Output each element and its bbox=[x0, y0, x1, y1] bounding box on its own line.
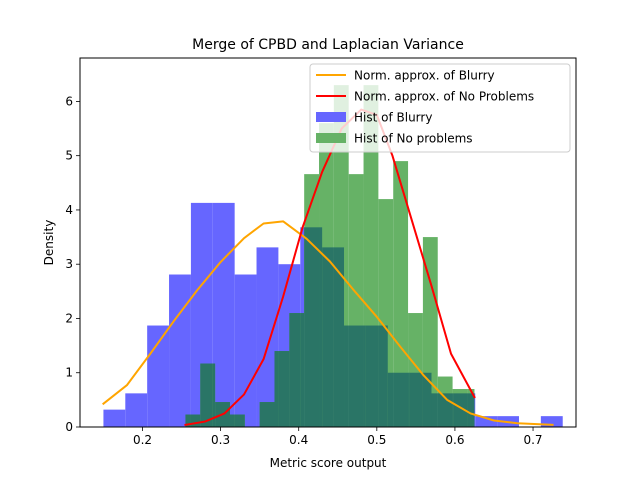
bar-overlap-30 bbox=[467, 393, 475, 427]
x-tick-label-5: 0.7 bbox=[523, 433, 542, 447]
bar-hist-of-blurry-20 bbox=[540, 416, 563, 427]
line-norm-approx-of-blurry bbox=[102, 220, 554, 426]
bar-overlap-1 bbox=[190, 414, 201, 427]
bar-hist-of-blurry-6 bbox=[234, 274, 257, 427]
x-tick-label-2: 0.4 bbox=[289, 433, 308, 447]
bar-overlap-10 bbox=[289, 313, 301, 427]
bar-overlap-18 bbox=[363, 325, 366, 427]
bar-overlap-29 bbox=[453, 393, 468, 427]
bar-overlap-6 bbox=[234, 414, 245, 427]
x-tick-label-0: 0.2 bbox=[133, 433, 152, 447]
legend-box bbox=[309, 63, 571, 153]
bar-overlap-25 bbox=[422, 372, 432, 427]
y-tick-label-4: 4 bbox=[65, 203, 73, 217]
bar-overlap-14 bbox=[322, 247, 334, 427]
bar-overlap-16 bbox=[344, 325, 349, 427]
bar-hist-of-blurry-3 bbox=[169, 274, 191, 427]
y-tick-label-3: 3 bbox=[65, 257, 73, 271]
legend-swatch-3 bbox=[316, 133, 346, 143]
bar-hist-of-blurry-5 bbox=[212, 202, 235, 427]
bars-overlap bbox=[185, 227, 475, 427]
axes-frame bbox=[79, 57, 577, 428]
bar-hist-of-blurry-0 bbox=[103, 409, 126, 427]
y-axis-ticks: 0 1 2 3 4 5 6 bbox=[65, 94, 80, 434]
y-tick-label-5: 5 bbox=[65, 149, 73, 163]
legend-label-1: Norm. approx. of No Problems bbox=[354, 90, 534, 104]
bar-overlap-11 bbox=[300, 313, 305, 427]
bar-overlap-21 bbox=[387, 372, 394, 427]
bar-overlap-22 bbox=[393, 372, 409, 427]
bar-overlap-9 bbox=[278, 351, 290, 427]
x-tick-label-1: 0.3 bbox=[211, 433, 230, 447]
legend-label-0: Norm. approx. of Blurry bbox=[354, 69, 495, 83]
bar-hist-of-blurry-7 bbox=[256, 247, 279, 427]
bar-hist-of-no-problems-14 bbox=[393, 161, 409, 427]
bar-overlap-2 bbox=[200, 363, 213, 427]
bar-overlap-28 bbox=[452, 393, 454, 427]
bar-hist-of-blurry-1 bbox=[125, 393, 148, 427]
bar-hist-of-blurry-2 bbox=[147, 325, 170, 427]
legend: Norm. approx. of Blurry Norm. approx. of … bbox=[309, 63, 571, 153]
bar-overlap-3 bbox=[212, 363, 216, 427]
bar-overlap-12 bbox=[304, 227, 320, 427]
bar-overlap-19 bbox=[365, 325, 379, 427]
bar-overlap-8 bbox=[274, 351, 279, 427]
bar-overlap-17 bbox=[348, 325, 364, 427]
legend-label-2: Hist of Blurry bbox=[354, 111, 432, 125]
x-axis-ticks: 0.2 0.3 0.4 0.5 0.6 0.7 bbox=[133, 427, 543, 447]
legend-label-3: Hist of No problems bbox=[354, 132, 473, 146]
chart-title: Merge of CPBD and Laplacian Variance bbox=[192, 37, 464, 53]
y-tick-label-1: 1 bbox=[65, 366, 73, 380]
y-tick-label-6: 6 bbox=[65, 94, 73, 108]
x-tick-label-4: 0.6 bbox=[445, 433, 464, 447]
y-axis-label: Density bbox=[42, 220, 56, 266]
bar-overlap-0 bbox=[185, 414, 191, 427]
x-axis-label: Metric score output bbox=[270, 456, 387, 470]
bar-overlap-24 bbox=[409, 372, 423, 427]
bar-overlap-23 bbox=[408, 372, 410, 427]
legend-swatch-2 bbox=[316, 112, 346, 122]
y-tick-label-2: 2 bbox=[65, 311, 73, 325]
bar-hist-of-blurry-17 bbox=[475, 416, 498, 427]
bar-overlap-26 bbox=[431, 393, 438, 427]
plot-area bbox=[102, 85, 563, 427]
bar-overlap-20 bbox=[378, 325, 388, 427]
y-tick-label-0: 0 bbox=[65, 420, 73, 434]
bar-overlap-13 bbox=[319, 227, 323, 427]
bar-overlap-7 bbox=[259, 402, 275, 427]
bar-overlap-5 bbox=[229, 414, 235, 427]
bar-overlap-15 bbox=[333, 247, 345, 427]
x-tick-label-3: 0.5 bbox=[367, 433, 386, 447]
